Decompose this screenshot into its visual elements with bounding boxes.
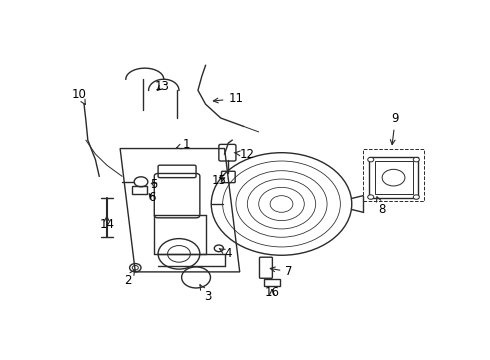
- Circle shape: [368, 195, 374, 199]
- Text: 14: 14: [99, 215, 114, 231]
- Text: 3: 3: [200, 285, 211, 303]
- Bar: [265, 279, 280, 286]
- Text: 2: 2: [124, 270, 135, 287]
- Text: 15: 15: [211, 174, 226, 187]
- Text: 9: 9: [391, 112, 399, 145]
- Bar: [363, 149, 424, 201]
- Bar: [369, 157, 418, 198]
- Text: 11: 11: [213, 92, 244, 105]
- Text: 5: 5: [150, 178, 158, 191]
- Bar: [131, 186, 147, 194]
- Circle shape: [413, 195, 419, 199]
- Text: 13: 13: [154, 80, 170, 93]
- Circle shape: [368, 157, 374, 162]
- Text: 4: 4: [220, 247, 232, 260]
- Circle shape: [413, 157, 419, 162]
- Text: 1: 1: [176, 138, 190, 151]
- Text: 7: 7: [270, 265, 293, 278]
- Text: 16: 16: [265, 286, 279, 299]
- Text: 8: 8: [376, 197, 386, 216]
- Text: 6: 6: [148, 190, 155, 203]
- Bar: [374, 161, 413, 194]
- Text: 12: 12: [234, 148, 255, 161]
- Text: 10: 10: [72, 88, 87, 104]
